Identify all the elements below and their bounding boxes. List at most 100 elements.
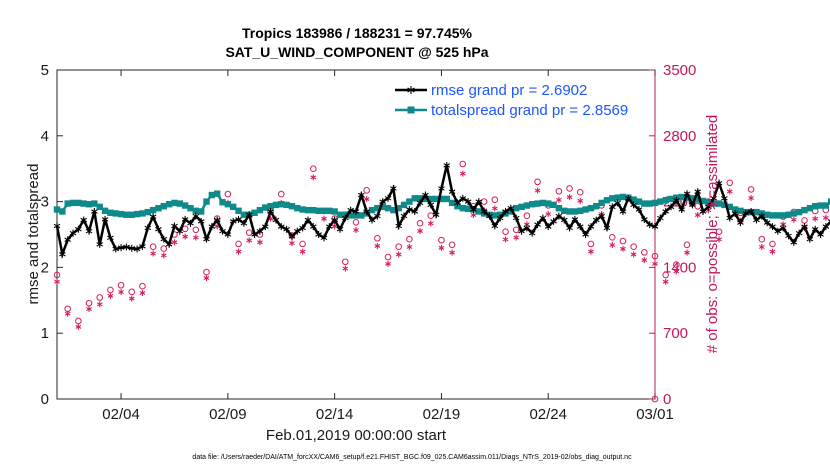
asterisk-stroke [59, 252, 66, 257]
asterisk-stroke [336, 227, 344, 232]
assimilated-obs-marker [438, 244, 445, 251]
possible-obs-marker [277, 190, 285, 198]
possible-obs-marker [342, 258, 349, 266]
totalspread-point [310, 206, 317, 214]
possible-obs-marker [75, 317, 82, 325]
y2-tick-label: 700 [663, 325, 688, 342]
assimilated-obs-marker [192, 234, 199, 241]
asterisk-stroke [470, 207, 477, 212]
legend-spread-label: totalspread grand pr = 2.8569 [431, 102, 628, 119]
totalspread-point [240, 211, 248, 218]
possible-obs-marker [801, 217, 808, 224]
rmse-point [422, 191, 429, 199]
assimilated-obs-marker [321, 215, 327, 222]
asterisk-stroke [171, 240, 178, 245]
assimilated-obs-marker [150, 250, 156, 257]
possible-obs-marker [107, 286, 114, 294]
asterisk-stroke [203, 276, 210, 280]
totalspread-point [96, 203, 103, 211]
asterisk-stroke [363, 209, 370, 214]
rmse-point [123, 243, 130, 251]
rmse-point [256, 227, 264, 235]
asterisk-stroke [641, 258, 648, 263]
totalspread-point [443, 195, 450, 203]
asterisk-stroke [496, 215, 504, 221]
totalspread-point [123, 211, 130, 218]
rmse-point [603, 224, 611, 232]
asterisk-stroke [806, 236, 814, 242]
asterisk-stroke [53, 223, 61, 229]
asterisk-stroke [753, 217, 760, 223]
rmse-point [475, 198, 483, 206]
assimilated-obs-marker [160, 252, 167, 259]
asterisk-stroke [406, 244, 413, 249]
assimilated-obs-marker [75, 323, 82, 330]
asterisk-stroke [822, 215, 829, 220]
assimilated-obs-marker [417, 227, 423, 234]
totalspread-point [806, 204, 814, 212]
assimilated-obs-marker [406, 243, 413, 250]
rmse-point [165, 240, 173, 248]
asterisk-stroke [769, 224, 776, 229]
asterisk-stroke [128, 296, 135, 301]
rmse-point [406, 205, 413, 213]
asterisk-stroke [731, 211, 739, 216]
asterisk-stroke [544, 224, 552, 229]
asterisk-stroke [117, 245, 125, 250]
assimilated-obs-marker [822, 214, 829, 221]
rmse-point [470, 205, 477, 213]
asterisk-stroke [352, 209, 360, 214]
possible-obs-marker [139, 282, 146, 290]
totalspread-point [795, 208, 803, 216]
totalspread-point [149, 206, 157, 214]
asterisk-stroke [427, 202, 435, 208]
assimilated-obs-marker [769, 248, 776, 255]
y-tick-label: 3 [41, 194, 49, 211]
asterisk-stroke [160, 236, 168, 242]
asterisk-stroke [502, 237, 509, 242]
asterisk-stroke [85, 228, 93, 234]
asterisk-stroke [491, 206, 498, 211]
asterisk-stroke [315, 232, 322, 237]
asterisk-stroke [747, 209, 755, 214]
asterisk-stroke [299, 249, 306, 254]
asterisk-stroke [779, 225, 787, 231]
asterisk-stroke [560, 217, 568, 223]
asterisk-stroke [331, 217, 338, 223]
totalspread-point [555, 204, 563, 212]
rmse-point [144, 224, 152, 232]
totalspread-point [614, 194, 621, 201]
possible-obs-marker [128, 288, 136, 296]
possible-obs-marker [683, 241, 691, 249]
totalspread-point [662, 197, 669, 204]
assimilated-obs-markers [54, 170, 829, 330]
asterisk-stroke [657, 215, 664, 221]
totalspread-point [683, 194, 691, 201]
left-axis: 0 1 2 3 4 5 [41, 62, 63, 408]
totalspread-point [85, 201, 93, 208]
asterisk-stroke [203, 236, 210, 242]
totalspread-point [53, 206, 61, 213]
rmse-point [107, 234, 114, 242]
totalspread-point [721, 201, 728, 209]
asterisk-stroke [571, 217, 579, 222]
rmse-point [203, 235, 210, 243]
rmse-point [459, 194, 467, 202]
rmse-point [208, 223, 216, 231]
rmse-point [619, 207, 627, 215]
totalspread-point [817, 202, 824, 209]
y2-tick-label: 2800 [663, 128, 696, 145]
rmse-point [139, 242, 146, 250]
asterisk-stroke [358, 192, 365, 198]
asterisk-stroke [528, 230, 536, 236]
asterisk-stroke [678, 207, 686, 212]
rmse-point [400, 212, 408, 220]
rmse-point [454, 199, 461, 207]
totalspread-point [251, 209, 258, 216]
asterisk-stroke [368, 217, 376, 223]
asterisk-stroke [112, 246, 120, 252]
asterisk-stroke [817, 232, 824, 237]
possible-obs-marker [224, 190, 232, 198]
totalspread-point [582, 206, 589, 213]
